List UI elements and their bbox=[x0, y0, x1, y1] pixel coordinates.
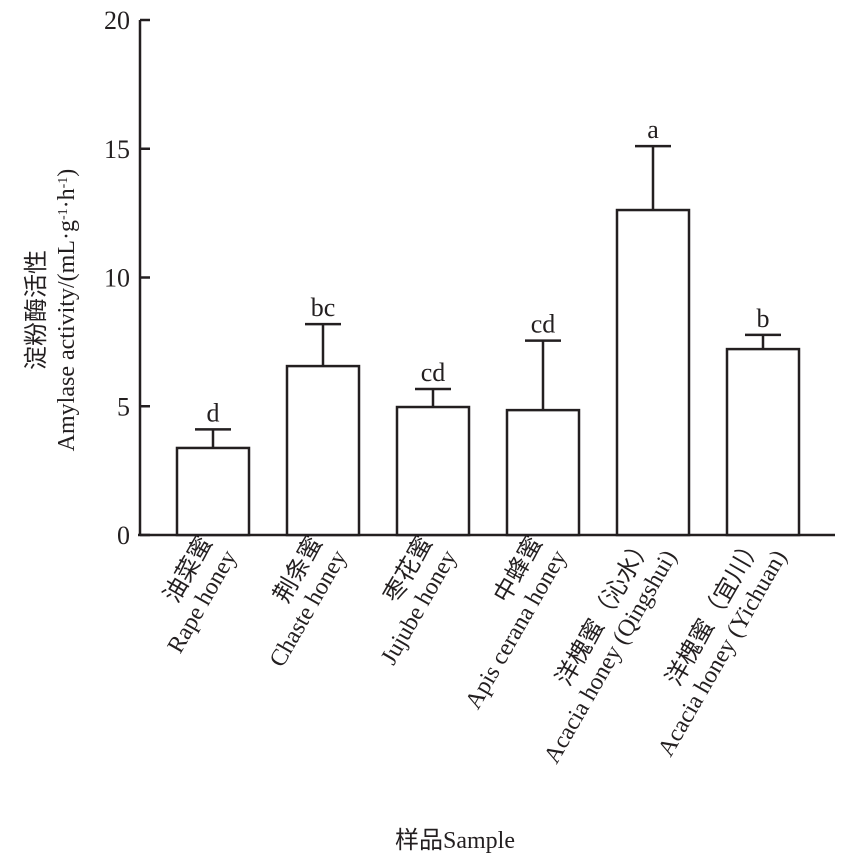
y-tick-label: 20 bbox=[104, 6, 130, 35]
significance-letter: d bbox=[207, 398, 220, 427]
bar bbox=[175, 446, 251, 537]
bar bbox=[725, 347, 801, 537]
y-tick-label: 0 bbox=[117, 521, 130, 550]
bar bbox=[505, 408, 581, 537]
significance-letter: cd bbox=[421, 358, 446, 387]
bar bbox=[615, 208, 691, 537]
significance-letter: a bbox=[647, 115, 659, 144]
y-axis-title-cn: 淀粉酶活性 bbox=[23, 250, 50, 370]
bar bbox=[395, 405, 471, 537]
significance-letter: b bbox=[757, 304, 770, 333]
y-tick-label: 10 bbox=[104, 264, 130, 293]
y-axis-title-en: Amylase activity/(mL·g-1·h-1) bbox=[54, 169, 80, 452]
y-tick-label: 15 bbox=[104, 135, 130, 164]
significance-letter: bc bbox=[311, 293, 336, 322]
y-axis-title: 淀粉酶活性 Amylase activity/(mL·g-1·h-1) bbox=[23, 169, 80, 452]
bar bbox=[285, 364, 361, 537]
x-axis-title: 样品Sample bbox=[395, 827, 515, 854]
significance-letter: cd bbox=[531, 310, 556, 339]
y-tick-label: 5 bbox=[117, 392, 130, 421]
